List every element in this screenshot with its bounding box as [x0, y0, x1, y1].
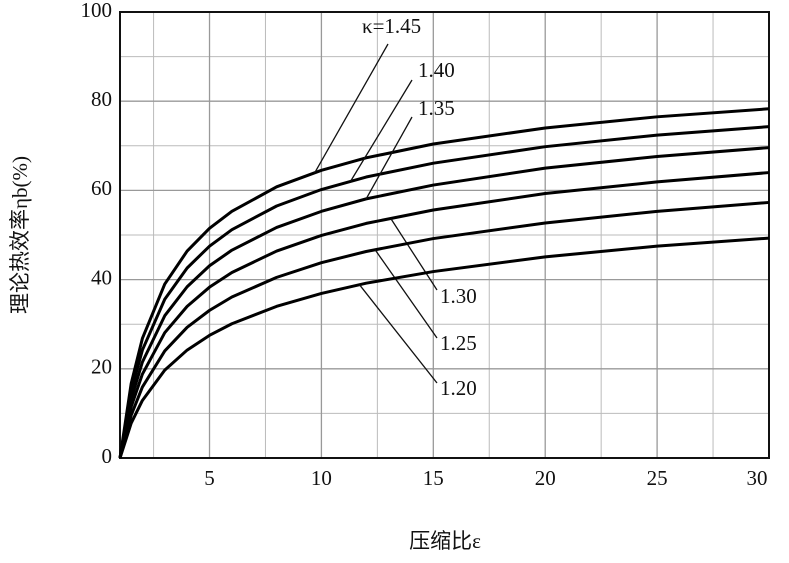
- y-tick-label: 100: [81, 0, 113, 22]
- x-tick-label: 30: [747, 466, 768, 490]
- curve-label: 1.30: [440, 284, 477, 308]
- curve-label: 1.20: [440, 376, 477, 400]
- plot-frame: [119, 11, 770, 459]
- leader-line: [390, 218, 438, 291]
- y-tick-label: 60: [91, 176, 112, 200]
- curve-label: 1.25: [440, 331, 477, 355]
- curve: [118, 125, 770, 459]
- x-tick-label: 20: [535, 466, 556, 490]
- x-tick-label: 10: [311, 466, 332, 490]
- curve: [118, 171, 770, 459]
- y-tick-label: 20: [91, 355, 112, 379]
- curve: [118, 236, 770, 459]
- y-tick-label: 0: [102, 444, 113, 468]
- x-axis-label: 压缩比ε: [409, 529, 481, 553]
- leader-line: [349, 79, 413, 182]
- leader-line: [314, 43, 389, 174]
- curve: [118, 200, 770, 459]
- leader-line: [365, 116, 413, 200]
- x-tick-label: 25: [647, 466, 668, 490]
- leader-line: [374, 249, 438, 339]
- leader-line: [358, 284, 438, 384]
- x-tick-label: 5: [204, 466, 215, 490]
- x-tick-label: 15: [423, 466, 444, 490]
- y-tick-label: 40: [91, 265, 112, 289]
- curve: [118, 146, 770, 459]
- curve: [118, 107, 770, 459]
- curve-label: 1.35: [418, 96, 455, 120]
- curve-label: 1.40: [418, 58, 455, 82]
- y-axis-label: 理论热效率ηb(%): [8, 156, 32, 314]
- y-tick-label: 80: [91, 87, 112, 111]
- curve-label: κ=1.45: [362, 14, 421, 38]
